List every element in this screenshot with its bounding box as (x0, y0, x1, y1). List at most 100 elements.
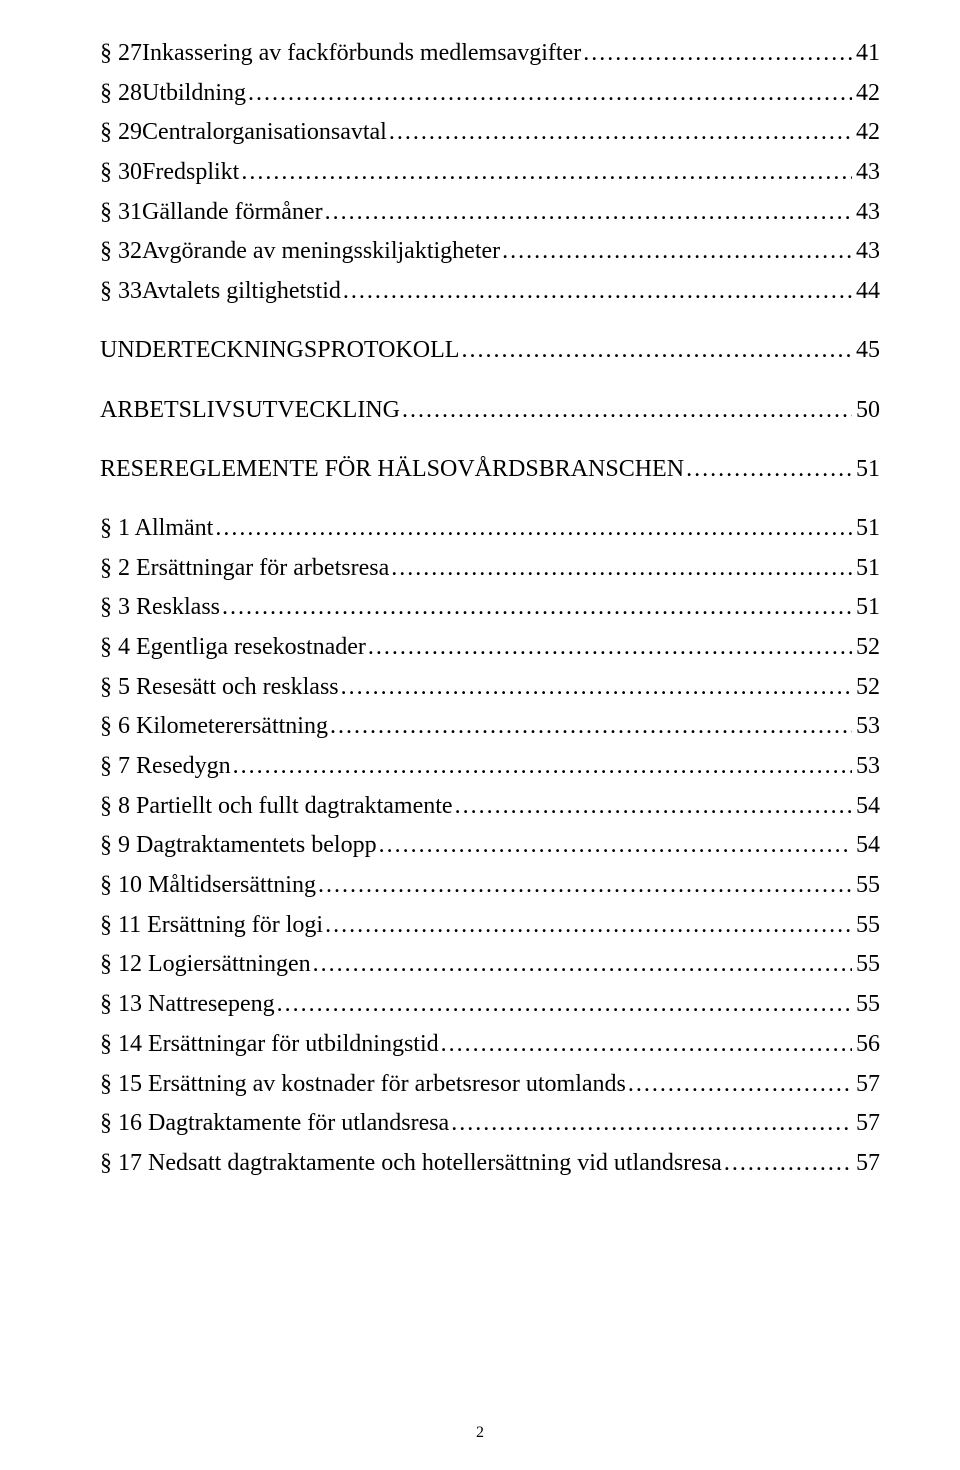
toc-leader-dots (341, 276, 852, 307)
toc-entry: § 30Fredsplikt 43 (100, 157, 880, 188)
toc-entry-label: § 28Utbildning (100, 78, 246, 109)
toc-leader-dots (626, 1069, 852, 1100)
toc-entry-page: 53 (852, 711, 880, 742)
toc-entry-page: 55 (852, 870, 880, 901)
toc-entry: § 10 Måltidsersättning 55 (100, 870, 880, 901)
toc-entry: § 2 Ersättningar för arbetsresa 51 (100, 553, 880, 584)
toc-entry-label: § 29Centralorganisationsavtal (100, 117, 387, 148)
toc-entry: § 11 Ersättning för logi 55 (100, 910, 880, 941)
toc-entry-page: 42 (852, 78, 880, 109)
toc-entry-page: 45 (852, 335, 880, 366)
toc-entry-page: 57 (852, 1108, 880, 1139)
toc-leader-dots (231, 751, 852, 782)
toc-leader-dots (239, 157, 852, 188)
toc-entry: § 3 Resklass 51 (100, 592, 880, 623)
toc-entry-page: 52 (852, 672, 880, 703)
toc-entry: § 4 Egentliga resekostnader 52 (100, 632, 880, 663)
toc-entry: RESEREGLEMENTE FÖR HÄLSOVÅRDSBRANSCHEN51 (100, 454, 880, 485)
toc-entry-label: § 2 Ersättningar för arbetsresa (100, 553, 389, 584)
toc-entry-label: § 3 Resklass (100, 592, 220, 623)
toc-entry-page: 52 (852, 632, 880, 663)
toc-entry-page: 50 (852, 395, 880, 426)
toc-entry-label: § 14 Ersättningar för utbildningstid (100, 1029, 439, 1060)
toc-entry-label: § 32Avgörande av meningsskiljaktigheter (100, 236, 500, 267)
toc-entry: § 28Utbildning 42 (100, 78, 880, 109)
toc-leader-dots (459, 335, 852, 366)
toc-entry: § 29Centralorganisationsavtal 42 (100, 117, 880, 148)
toc-entry-page: 57 (852, 1148, 880, 1179)
toc-leader-dots (220, 592, 852, 623)
toc-entry-page: 42 (852, 117, 880, 148)
toc-entry-page: 54 (852, 791, 880, 822)
toc-entry-page: 51 (852, 454, 880, 485)
toc-leader-dots (400, 395, 852, 426)
toc-entry: § 32Avgörande av meningsskiljaktigheter 4… (100, 236, 880, 267)
toc-entry-label: § 15 Ersättning av kostnader för arbetsr… (100, 1069, 626, 1100)
toc-entry: § 17 Nedsatt dagtraktamente och hoteller… (100, 1148, 880, 1179)
toc-entry-page: 55 (852, 949, 880, 980)
toc-leader-dots (581, 38, 852, 69)
toc-entry: § 12 Logiersättningen 55 (100, 949, 880, 980)
toc-entry-label: § 27Inkassering av fackförbunds medlemsa… (100, 38, 581, 69)
toc-entry: § 6 Kilometerersättning 53 (100, 711, 880, 742)
toc-entry-page: 57 (852, 1069, 880, 1100)
toc-leader-dots (453, 791, 852, 822)
toc-entry-page: 51 (852, 513, 880, 544)
toc-leader-dots (275, 989, 852, 1020)
toc-entry-page: 43 (852, 236, 880, 267)
toc-leader-dots (328, 711, 852, 742)
toc-entry-label: § 10 Måltidsersättning (100, 870, 316, 901)
toc-entry-page: 53 (852, 751, 880, 782)
toc-leader-dots (500, 236, 852, 267)
toc-leader-dots (311, 949, 852, 980)
toc-entry-page: 43 (852, 197, 880, 228)
toc-entry-label: § 1 Allmänt (100, 513, 213, 544)
toc-entry: UNDERTECKNINGSPROTOKOLL 45 (100, 335, 880, 366)
toc-leader-dots (246, 78, 852, 109)
toc-leader-dots (366, 632, 852, 663)
toc-entry-label: § 33Avtalets giltighetstid (100, 276, 341, 307)
toc-entry: § 7 Resedygn 53 (100, 751, 880, 782)
toc-entry-label: ARBETSLIVSUTVECKLING (100, 395, 400, 426)
toc-entry: § 5 Resesätt och resklass 52 (100, 672, 880, 703)
toc-entry-label: § 30Fredsplikt (100, 157, 239, 188)
toc-entry: § 15 Ersättning av kostnader för arbetsr… (100, 1069, 880, 1100)
toc-leader-dots (387, 117, 852, 148)
toc-leader-dots (323, 197, 852, 228)
toc-entry: § 8 Partiellt och fullt dagtraktamente54 (100, 791, 880, 822)
toc-entry-label: § 5 Resesätt och resklass (100, 672, 339, 703)
toc-entry-label: UNDERTECKNINGSPROTOKOLL (100, 335, 459, 366)
toc-entry-label: § 31Gällande förmåner (100, 197, 323, 228)
toc-entry-label: § 7 Resedygn (100, 751, 231, 782)
table-of-contents: § 27Inkassering av fackförbunds medlemsa… (100, 38, 880, 1179)
toc-entry-label: § 12 Logiersättningen (100, 949, 311, 980)
toc-entry-page: 41 (852, 38, 880, 69)
toc-entry: § 16 Dagtraktamente för utlandsresa57 (100, 1108, 880, 1139)
toc-leader-dots (722, 1148, 852, 1179)
toc-entry-page: 55 (852, 910, 880, 941)
toc-leader-dots (316, 870, 852, 901)
toc-leader-dots (339, 672, 852, 703)
toc-entry-label: § 9 Dagtraktamentets belopp (100, 830, 377, 861)
toc-entry-page: 56 (852, 1029, 880, 1060)
toc-entry: ARBETSLIVSUTVECKLING 50 (100, 395, 880, 426)
toc-entry: § 1 Allmänt 51 (100, 513, 880, 544)
toc-entry: § 27Inkassering av fackförbunds medlemsa… (100, 38, 880, 69)
toc-leader-dots (684, 454, 852, 485)
toc-entry: § 31Gällande förmåner 43 (100, 197, 880, 228)
toc-entry-label: § 4 Egentliga resekostnader (100, 632, 366, 663)
toc-entry-page: 51 (852, 553, 880, 584)
toc-leader-dots (439, 1029, 852, 1060)
toc-leader-dots (449, 1108, 852, 1139)
toc-leader-dots (323, 910, 852, 941)
toc-leader-dots (213, 513, 852, 544)
toc-entry-page: 43 (852, 157, 880, 188)
toc-entry-page: 55 (852, 989, 880, 1020)
toc-entry: § 14 Ersättningar för utbildningstid 56 (100, 1029, 880, 1060)
toc-entry-page: 54 (852, 830, 880, 861)
toc-entry-label: § 11 Ersättning för logi (100, 910, 323, 941)
toc-entry-page: 51 (852, 592, 880, 623)
toc-entry: § 9 Dagtraktamentets belopp 54 (100, 830, 880, 861)
toc-entry-label: § 6 Kilometerersättning (100, 711, 328, 742)
toc-entry-page: 44 (852, 276, 880, 307)
